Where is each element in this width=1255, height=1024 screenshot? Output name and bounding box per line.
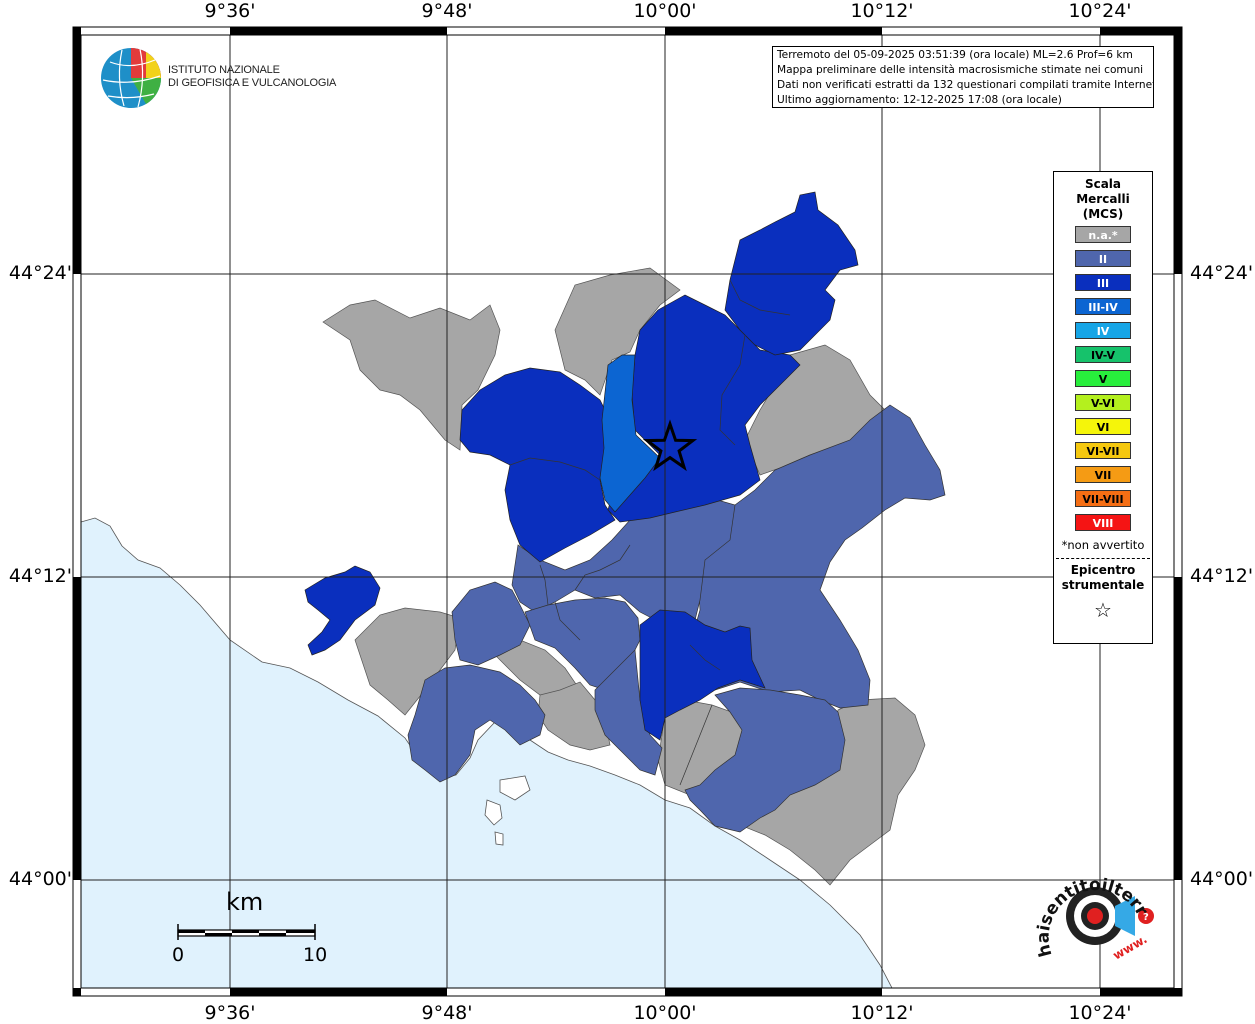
lon-label-top: 10°24' (1068, 0, 1132, 22)
lon-label-top: 10°00' (633, 0, 697, 22)
region-ii (684, 687, 846, 833)
sea-area (80, 517, 893, 989)
legend-star-icon: ☆ (1094, 598, 1112, 622)
lat-label-right: 44°00' (1190, 868, 1254, 890)
island (499, 775, 531, 801)
logo-text: ISTITUTO NAZIONALE DI GEOFISICA E VULCAN… (168, 64, 337, 89)
event-info-line: Dati non verificati estratti da 132 ques… (777, 79, 1154, 91)
legend-swatch: VIII (1075, 514, 1131, 531)
epicenter-star-icon (642, 419, 698, 472)
region-iii (304, 565, 381, 656)
legend-swatch: VII-VIII (1075, 490, 1131, 507)
event-info-line: Mappa preliminare delle intensità macros… (777, 64, 1144, 76)
scale-bar (177, 924, 316, 940)
region-na (322, 299, 501, 451)
legend-swatch: VII (1075, 466, 1131, 483)
legend-swatch: VI-VII (1075, 442, 1131, 459)
lon-label-bottom: 9°36' (204, 1002, 256, 1024)
legend-separator (1056, 558, 1150, 559)
lon-label-top: 9°48' (421, 0, 473, 22)
lon-label-top: 9°36' (204, 0, 256, 22)
region-na (537, 681, 611, 751)
island (484, 799, 503, 826)
map-frame (72, 26, 1183, 997)
lon-label-top: 10°12' (850, 0, 914, 22)
region-iii (459, 367, 616, 563)
haisentito-prefix: www. (1111, 932, 1150, 963)
scale-max: 10 (303, 944, 328, 966)
lat-label-left: 44°00' (8, 868, 72, 890)
legend-swatch: VI (1075, 418, 1131, 435)
region-iii (639, 609, 766, 741)
lat-label-left: 44°12' (8, 565, 72, 587)
legend-epicenter-label: Epicentro strumentale (1061, 563, 1145, 592)
svg-text:?: ? (1143, 912, 1149, 923)
legend-note: *non avvertito (1061, 538, 1145, 552)
legend-swatch: III (1075, 274, 1131, 291)
event-info-box: Terremoto del 05-09-2025 03:51:39 (ora l… (772, 46, 1154, 108)
municipal-boundaries (509, 279, 791, 786)
lon-label-bottom: 10°00' (633, 1002, 697, 1024)
legend-swatch: V-VI (1075, 394, 1131, 411)
legend-swatch: V (1075, 370, 1131, 387)
lat-label-left: 44°24' (8, 262, 72, 284)
lon-label-bottom: 10°24' (1068, 1002, 1132, 1024)
region-ii (594, 649, 663, 776)
event-info-line: Ultimo aggiornamento: 12-12-2025 17:08 (… (777, 94, 1062, 106)
region-ii (451, 581, 531, 666)
lon-label-bottom: 9°48' (421, 1002, 473, 1024)
mcs-legend: Scala Mercalli (MCS) n.a.* II III III-IV IV I… (1053, 171, 1153, 644)
haisentito-logo: ? haisentitoilterremoto.it www. (1021, 845, 1160, 980)
scale-unit: km (226, 888, 264, 916)
region-iii-iv (599, 354, 661, 513)
legend-swatch: IV (1075, 322, 1131, 339)
haisentito-logo-icon: ? haisentitoilterremoto.it www. (1021, 845, 1154, 963)
lon-label-bottom: 10°12' (850, 1002, 914, 1024)
scale-min: 0 (172, 944, 185, 966)
lat-label-right: 44°24' (1190, 262, 1254, 284)
legend-swatch: IV-V (1075, 346, 1131, 363)
ingv-logo: ISTITUTO NAZIONALE DI GEOFISICA E VULCAN… (100, 46, 336, 110)
legend-swatch: III-IV (1075, 298, 1131, 315)
legend-items: n.a.* II III III-IV IV IV-V V V-VI VI VI-VII VII VI… (1054, 226, 1152, 531)
island (494, 831, 504, 846)
legend-title: Scala Mercalli (MCS) (1076, 177, 1130, 221)
legend-swatch: n.a.* (1075, 226, 1131, 243)
event-info-line: Terremoto del 05-09-2025 03:51:39 (ora l… (777, 49, 1133, 61)
lat-label-right: 44°12' (1190, 565, 1254, 587)
legend-swatch: II (1075, 250, 1131, 267)
globe-logo-icon (101, 48, 161, 108)
region-ii (407, 664, 546, 783)
